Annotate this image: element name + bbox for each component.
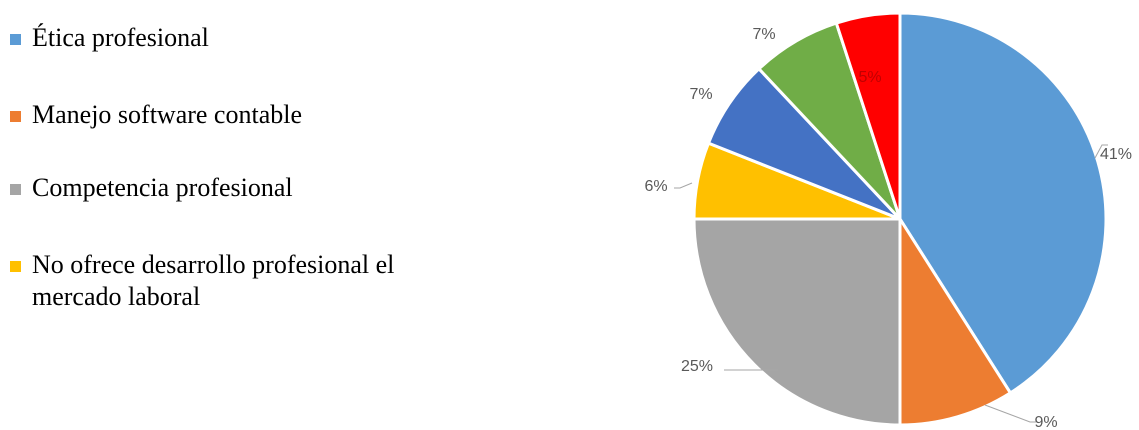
legend-swatch <box>10 184 21 195</box>
pie-slice <box>898 213 1013 427</box>
legend-swatch <box>10 34 21 45</box>
legend-label: No ofrece desarrollo profesional el merc… <box>32 250 395 311</box>
legend-item: Competencia profesional <box>10 172 412 204</box>
legend-item: No ofrece desarrollo profesional el merc… <box>10 249 412 313</box>
data-label: 5% <box>858 69 881 86</box>
data-label: 7% <box>752 26 775 43</box>
pie-slice <box>834 11 902 220</box>
data-label: 7% <box>689 86 712 103</box>
data-label: 6% <box>644 178 667 195</box>
legend-label: Competencia profesional <box>32 173 293 202</box>
legend-item: Ética profesional <box>10 22 412 54</box>
leader-line <box>984 404 1036 423</box>
legend-label: Manejo software contable <box>32 100 303 129</box>
pie-slice <box>692 217 902 427</box>
legend-swatch <box>10 111 21 122</box>
leader-line <box>674 182 693 189</box>
data-label: 25% <box>681 358 713 375</box>
leader-line <box>1094 144 1108 159</box>
legend-swatch <box>10 261 21 272</box>
data-label: 41% <box>1100 146 1132 163</box>
legend-label: Ética profesional <box>32 23 209 52</box>
legend-item: Manejo software contable <box>10 99 412 131</box>
data-label: 9% <box>1034 414 1057 430</box>
